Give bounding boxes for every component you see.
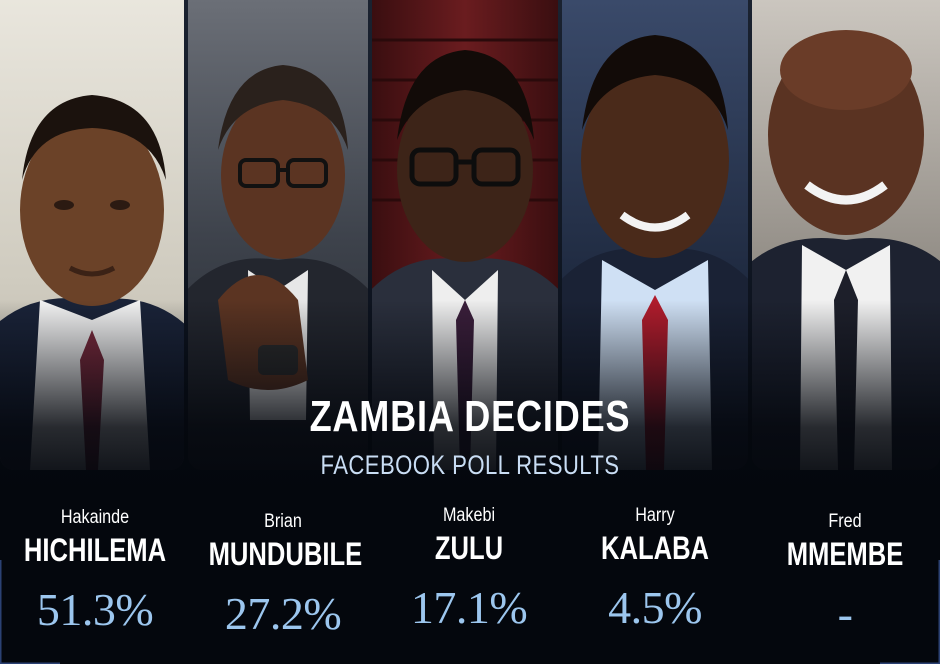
candidate-percent: 17.1% xyxy=(410,582,528,633)
headline: ZAMBIA DECIDES xyxy=(309,392,631,441)
candidate-last-name: MMEMBE xyxy=(786,536,904,572)
candidate-percent: 4.5% xyxy=(608,582,702,633)
candidate-first-name: Hakainde xyxy=(60,507,130,528)
candidate-first-name: Fred xyxy=(828,511,862,532)
candidate-last-name: KALABA xyxy=(600,530,710,566)
bottom-gradient xyxy=(0,300,940,664)
candidate-result-zulu: Makebi ZULU 17.1% xyxy=(376,500,562,638)
candidate-percent: 27.2% xyxy=(224,588,342,639)
poll-results: Hakainde HICHILEMA 51.3% Brian MUNDUBILE… xyxy=(0,500,940,660)
candidate-last-name: ZULU xyxy=(434,530,504,566)
candidate-percent: - xyxy=(837,588,853,639)
candidate-percent: 51.3% xyxy=(36,584,154,635)
candidate-result-hichilema: Hakainde HICHILEMA 51.3% xyxy=(0,500,190,640)
candidate-result-kalaba: Harry KALABA 4.5% xyxy=(560,500,750,638)
candidate-first-name: Makebi xyxy=(442,505,496,526)
candidate-result-mmembe: Fred MMEMBE - xyxy=(750,500,940,644)
candidate-first-name: Harry xyxy=(635,505,675,526)
subheadline: FACEBOOK POLL RESULTS xyxy=(320,450,620,480)
candidate-result-mundubile: Brian MUNDUBILE 27.2% xyxy=(190,500,376,644)
candidate-last-name: HICHILEMA xyxy=(23,532,167,568)
candidate-last-name: MUNDUBILE xyxy=(208,536,363,572)
candidate-first-name: Brian xyxy=(264,511,302,532)
